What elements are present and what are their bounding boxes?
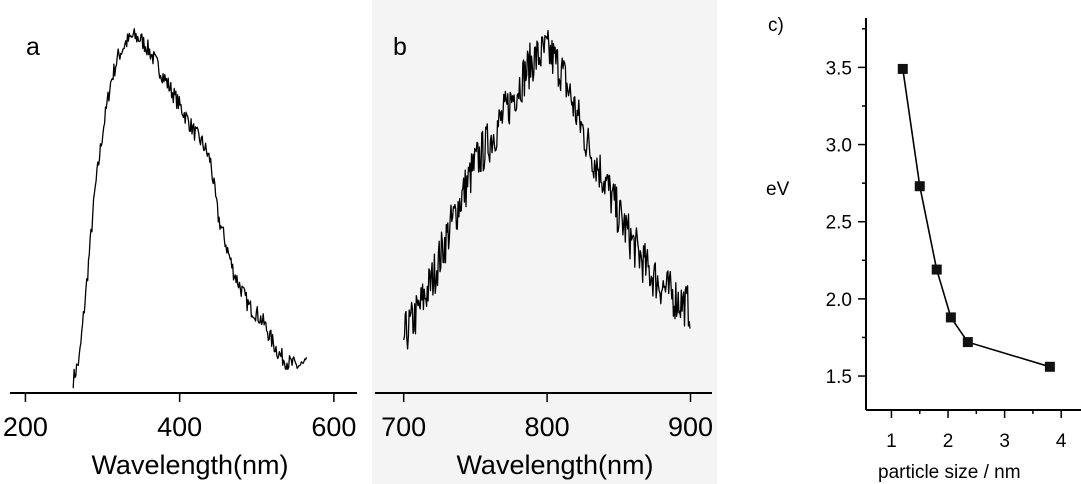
panel-c-ticks: 1.5 2.0 2.5 3.0 3.5 1 2 3 4 — [826, 28, 1067, 452]
panel-c-data-point — [914, 181, 925, 192]
panel-c-data-point — [897, 63, 908, 74]
panel-b-plot: 700 800 900 Wavelength(nm) — [375, 29, 713, 480]
panel-c-label: c) — [768, 15, 784, 36]
panel-b-x-tick-label-800: 800 — [525, 412, 570, 442]
panel-c-y-tick-label-3: 3.0 — [826, 136, 852, 157]
panel-c-y-tick-label-3.5: 3.5 — [826, 58, 852, 79]
panel-c-y-tick-label-2: 2.0 — [826, 290, 852, 311]
panel-c-y-tick-label-1.5: 1.5 — [826, 367, 852, 388]
panel-a-x-tick-label-200: 200 — [3, 412, 48, 442]
panel-a-x-ticks: 200 400 600 — [3, 393, 356, 442]
panel-c-markers — [897, 63, 1055, 372]
panel-c-connector-line — [902, 68, 1051, 368]
panel-a-label: a — [26, 33, 40, 61]
panel-b-x-axis-title: Wavelength(nm) — [456, 450, 653, 480]
panel-b-spectrum-line — [403, 29, 691, 350]
panel-c-x-tick-label-3: 3 — [999, 431, 1010, 452]
panel-c-x-tick-label-1: 1 — [886, 431, 897, 452]
panel-c-plot: 1.5 2.0 2.5 3.0 3.5 1 2 3 4 eV particle size / n… — [766, 18, 1081, 483]
panel-c-x-tick-label-4: 4 — [1056, 431, 1067, 452]
panel-a-x-tick-label-400: 400 — [157, 412, 202, 442]
panel-c-data-point — [962, 337, 973, 348]
panel-a-plot: 200 400 600 Wavelength(nm) — [3, 28, 357, 480]
panel-b-x-tick-label-700: 700 — [381, 412, 426, 442]
panel-c-data-point — [1044, 361, 1055, 372]
panel-c-x-tick-label-2: 2 — [943, 431, 954, 452]
panel-c-data-point — [945, 312, 956, 323]
panel-b-background — [372, 0, 717, 484]
panel-b-x-ticks: 700 800 900 — [381, 393, 713, 442]
panel-a-spectrum-line — [72, 28, 308, 389]
panel-c-y-axis-title: eV — [766, 179, 790, 200]
panel-a-x-tick-label-600: 600 — [311, 412, 356, 442]
panel-b-x-tick-label-900: 900 — [668, 412, 713, 442]
panel-c-data-point — [931, 264, 942, 275]
panel-c-y-tick-label-2.5: 2.5 — [826, 213, 852, 234]
panel-b-label: b — [393, 33, 407, 61]
panel-a-x-axis-title: Wavelength(nm) — [91, 450, 288, 480]
panel-c-x-axis-title: particle size / nm — [878, 462, 1021, 483]
